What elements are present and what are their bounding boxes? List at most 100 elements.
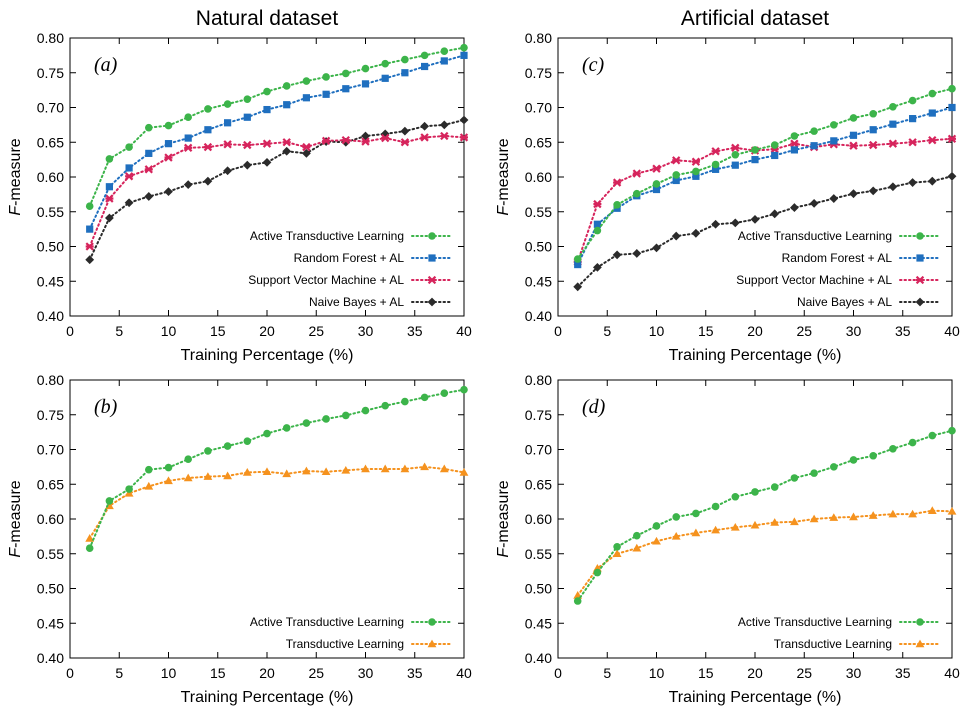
- data-point: [947, 171, 957, 181]
- data-point: [421, 62, 429, 71]
- y-axis-label-italic: F: [7, 547, 24, 558]
- data-point: [830, 137, 838, 145]
- x-tick-label: 20: [747, 323, 763, 339]
- x-axis-label: Training Percentage (%): [669, 347, 842, 364]
- data-point: [322, 90, 330, 98]
- legend-marker: [915, 275, 925, 285]
- y-tick-label: 0.50: [525, 239, 552, 255]
- data-point: [203, 142, 213, 152]
- data-point: [204, 105, 212, 113]
- y-tick-label: 0.65: [37, 134, 64, 150]
- legend-label: Naive Bayes + AL: [309, 295, 404, 309]
- data-point: [672, 171, 680, 179]
- data-point: [86, 225, 94, 233]
- data-point: [145, 123, 153, 132]
- data-point: [283, 101, 291, 109]
- data-point: [420, 393, 429, 402]
- data-point: [731, 161, 739, 169]
- data-point: [889, 103, 897, 111]
- series-nb: [573, 171, 957, 292]
- data-point: [400, 464, 410, 473]
- data-point: [223, 471, 232, 480]
- data-point: [381, 133, 390, 143]
- y-tick-label: 0.75: [525, 407, 552, 423]
- data-point: [302, 419, 311, 427]
- data-point: [928, 431, 937, 440]
- x-tick-label: 40: [456, 323, 472, 339]
- data-point: [321, 136, 331, 146]
- data-point: [830, 463, 838, 471]
- data-point: [671, 531, 681, 540]
- y-tick-label: 0.45: [37, 615, 64, 631]
- data-point: [204, 126, 212, 134]
- legend-marker: [427, 297, 437, 307]
- y-tick-label: 0.55: [37, 546, 64, 562]
- data-point: [164, 140, 173, 148]
- y-axis-label: F-measure: [7, 138, 24, 215]
- data-point: [809, 199, 819, 208]
- data-point: [573, 282, 583, 292]
- x-tick-label: 10: [649, 323, 665, 339]
- x-tick-label: 35: [407, 323, 423, 339]
- data-point: [262, 158, 272, 167]
- data-point: [440, 57, 448, 65]
- data-point: [692, 167, 700, 176]
- y-tick-label: 0.60: [525, 511, 552, 527]
- data-point: [790, 139, 799, 148]
- x-tick-label: 0: [554, 323, 562, 339]
- data-point: [771, 151, 779, 160]
- x-tick-label: 30: [846, 323, 862, 339]
- y-tick-label: 0.40: [525, 650, 552, 666]
- data-point: [400, 126, 410, 136]
- y-axis-label-rest: -measure: [495, 480, 512, 548]
- x-tick-label: 0: [554, 665, 562, 681]
- data-point: [125, 485, 133, 493]
- data-point: [849, 189, 858, 199]
- legend-label: Active Transductive Learning: [738, 615, 892, 629]
- data-point: [439, 120, 449, 130]
- column-title-artificial: Artificial dataset: [681, 7, 829, 30]
- data-point: [302, 142, 311, 152]
- data-point: [105, 497, 114, 505]
- legend-label: Active Transductive Learning: [738, 229, 892, 243]
- x-tick-label: 30: [358, 323, 374, 339]
- data-point: [810, 127, 818, 135]
- data-point: [125, 164, 133, 172]
- data-point: [85, 242, 94, 251]
- legend-label: Active Transductive Learning: [250, 615, 404, 629]
- data-point: [652, 180, 661, 188]
- data-point: [420, 51, 429, 60]
- data-point: [183, 180, 193, 190]
- data-point: [574, 260, 582, 269]
- y-tick-label: 0.50: [37, 581, 64, 597]
- panel-label: (a): [94, 54, 118, 76]
- y-tick-label: 0.65: [37, 476, 64, 492]
- legend-label: Support Vector Machine + AL: [736, 273, 892, 287]
- data-point: [401, 55, 409, 64]
- data-point: [341, 135, 350, 145]
- data-point: [751, 146, 759, 154]
- x-tick-label: 15: [210, 323, 226, 339]
- data-point: [652, 164, 661, 173]
- data-point: [459, 133, 469, 142]
- data-point: [164, 463, 173, 472]
- y-tick-label: 0.80: [37, 372, 64, 388]
- data-point: [204, 447, 212, 455]
- data-point: [652, 536, 661, 545]
- data-point: [928, 135, 937, 145]
- data-point: [947, 134, 957, 143]
- series-rf: [574, 103, 956, 269]
- data-point: [124, 172, 134, 181]
- data-point: [849, 141, 858, 150]
- data-point: [672, 176, 680, 185]
- y-axis-label-italic: F: [495, 205, 512, 216]
- data-point: [889, 120, 897, 128]
- legend: Active Transductive Learning Random Fores…: [248, 229, 453, 309]
- data-point: [770, 518, 780, 526]
- x-tick-label: 40: [944, 665, 960, 681]
- y-tick-label: 0.55: [525, 204, 552, 220]
- data-point: [381, 401, 390, 410]
- data-point: [203, 176, 213, 186]
- data-point: [401, 397, 409, 406]
- data-point: [889, 445, 897, 453]
